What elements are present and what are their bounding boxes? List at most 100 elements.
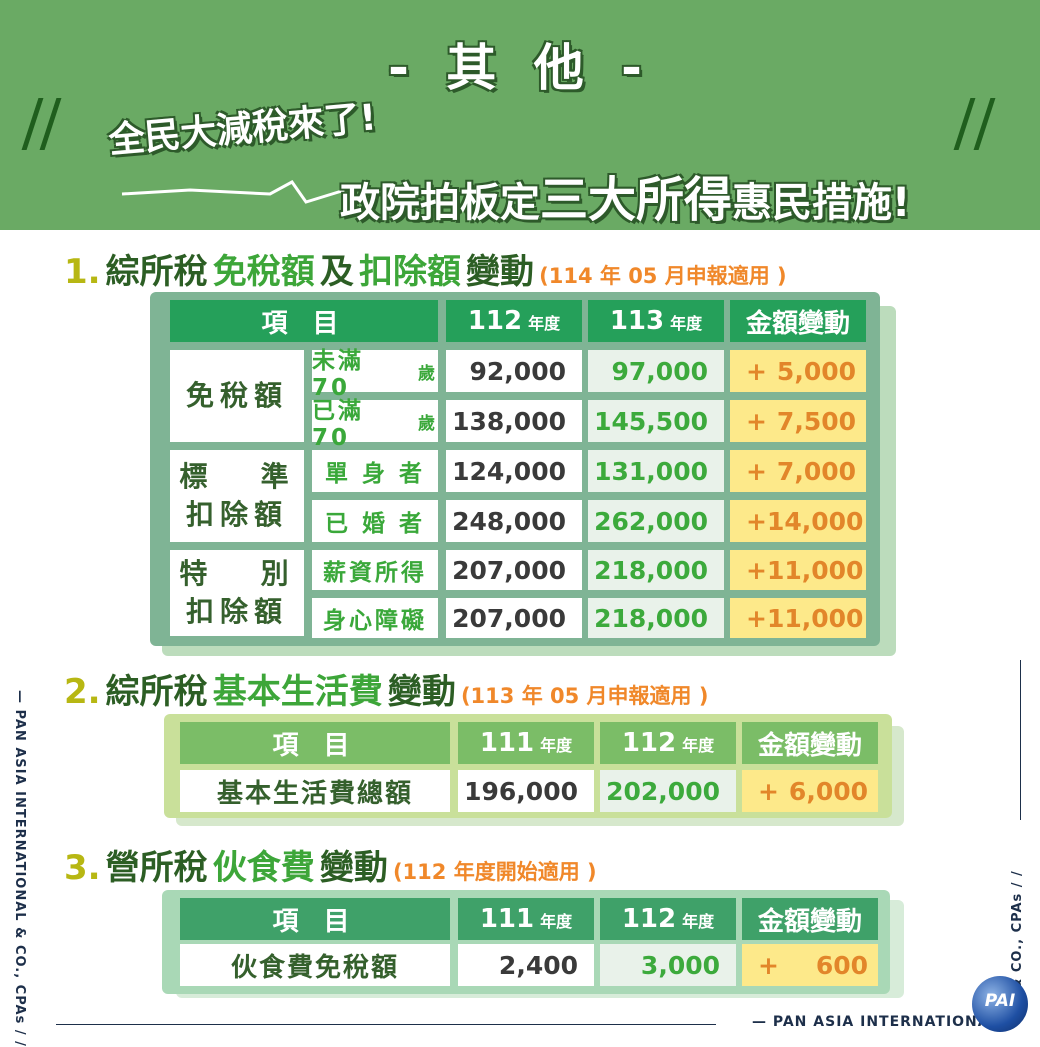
banner-subtitle-2c: 惠民措施! <box>732 180 911 226</box>
value-cell: 145,500 <box>588 400 724 442</box>
category-standard-deduction: 標 準扣除額 <box>170 450 304 542</box>
section1-heading: 1. 綜所稅 免稅額 及 扣除額 變動 (114 年 05 月申報適用 ) <box>64 244 787 293</box>
plus-sign: + <box>746 603 767 633</box>
plus-sign: + <box>746 356 767 386</box>
banner-subtitle-2b: 三大所得 <box>540 172 733 228</box>
section-heading-text: 營所稅 <box>105 848 208 888</box>
year-label: 112 <box>621 728 677 758</box>
value-cell: 202,000 <box>600 770 736 812</box>
change-value: 600 <box>815 950 868 980</box>
value-cell: 131,000 <box>588 450 724 492</box>
year-label: 112 <box>621 904 677 934</box>
section-note: (114 年 05 月申報適用 ) <box>539 264 787 288</box>
row-label: 基本生活費總額 <box>180 770 450 812</box>
category-line: 扣除額 <box>185 498 288 531</box>
value-cell: 207,000 <box>446 550 582 590</box>
row-label: 已 婚 者 <box>312 500 438 542</box>
footer-text: — PAN ASIA INTERNATIONAL <box>752 1014 1000 1030</box>
year-label: 111 <box>479 904 535 934</box>
company-logo: PAI <box>972 976 1028 1032</box>
change-cell: +11,000 <box>730 550 866 590</box>
value-cell: 92,000 <box>446 350 582 392</box>
footer-line <box>56 1024 716 1025</box>
header-item: 項 目 <box>170 300 438 342</box>
row-label: 伙食費免稅額 <box>180 944 450 986</box>
table3-panel: 項 目 111 年度 112 年度 金額變動 伙食費免稅額 2,400 3,000 … <box>162 890 890 994</box>
section-heading-text: 綜所稅 <box>105 672 208 712</box>
row-label: 已滿 70 歲 <box>312 398 438 451</box>
value-cell: 2,400 <box>458 944 594 986</box>
section-number: 2. <box>64 672 101 712</box>
row-label-unit: 歲 <box>418 363 438 384</box>
row-label-text: 未滿 70 <box>312 348 364 401</box>
header-change: 金額變動 <box>742 898 878 940</box>
year-unit: 年度 <box>682 736 715 755</box>
year-label: 111 <box>479 728 535 758</box>
section-number: 3. <box>64 848 101 888</box>
change-value: 7,500 <box>776 406 856 436</box>
change-value: 7,000 <box>776 456 856 486</box>
section2-heading: 2. 綜所稅 基本生活費 變動 (113 年 05 月申報適用 ) <box>64 664 708 713</box>
change-cell: +7,500 <box>730 400 866 442</box>
banner-subtitle-2: 政院拍板定三大所得惠民措施! <box>340 160 910 230</box>
header-year-2: 112 年度 <box>600 722 736 764</box>
logo-text: PAI <box>984 991 1016 1011</box>
change-cell: +600 <box>742 944 878 986</box>
side-text-right: & CO., CPAs / / <box>1010 870 1025 990</box>
plus-sign: + <box>746 456 767 486</box>
banner-title: - 其 他 - <box>388 39 652 97</box>
value-cell: 218,000 <box>588 550 724 590</box>
section-heading-text: 變動 <box>387 672 456 712</box>
row-label: 單 身 者 <box>312 450 438 492</box>
year-unit: 年度 <box>670 314 703 333</box>
change-cell: +7,000 <box>730 450 866 492</box>
change-cell: +11,000 <box>730 598 866 638</box>
year-label: 113 <box>609 306 665 336</box>
year-unit: 年度 <box>682 912 715 931</box>
table2-panel: 項 目 111 年度 112 年度 金額變動 基本生活費總額 196,000 202… <box>164 714 892 818</box>
change-value: 11,000 <box>766 603 864 633</box>
header-item: 項 目 <box>180 898 450 940</box>
category-line: 標 準 <box>179 460 295 493</box>
value-cell: 138,000 <box>446 400 582 442</box>
row-label: 身心障礙 <box>312 598 438 638</box>
category-line: 扣除額 <box>185 595 288 628</box>
change-cell: +14,000 <box>730 500 866 542</box>
year-unit: 年度 <box>540 736 573 755</box>
change-value: 14,000 <box>766 506 864 536</box>
section-heading-text: 綜所稅 <box>105 252 208 292</box>
section-heading-text: 及 <box>319 252 354 292</box>
change-value: 5,000 <box>776 356 856 386</box>
plus-sign: + <box>746 406 767 436</box>
year-unit: 年度 <box>540 912 573 931</box>
header-year-1: 111 年度 <box>458 722 594 764</box>
value-cell: 262,000 <box>588 500 724 542</box>
change-value: 6,000 <box>788 776 868 806</box>
header-item: 項 目 <box>180 722 450 764</box>
value-cell: 3,000 <box>600 944 736 986</box>
section-heading-highlight: 伙食費 <box>212 848 315 888</box>
row-label: 未滿 70 歲 <box>312 348 438 401</box>
header-change: 金額變動 <box>730 300 866 342</box>
header-year-2: 112 年度 <box>600 898 736 940</box>
zigzag-decoration <box>121 180 359 204</box>
section-heading-highlight: 扣除額 <box>358 252 461 292</box>
value-cell: 97,000 <box>588 350 724 392</box>
row-label-text: 已滿 70 <box>312 398 364 451</box>
year-label: 112 <box>467 306 523 336</box>
value-cell: 196,000 <box>458 770 594 812</box>
category-line: 特 別 <box>179 557 295 590</box>
value-cell: 248,000 <box>446 500 582 542</box>
section-number: 1. <box>64 252 101 292</box>
side-text-left: — PAN ASIA INTERNATIONAL & CO., CPAs / / <box>12 690 27 1047</box>
change-value: 11,000 <box>766 555 864 585</box>
table1-panel: 項 目 112 年度 113 年度 金額變動 免稅額 未滿 70 歲 92,000 … <box>150 292 880 646</box>
section-heading-highlight: 基本生活費 <box>212 672 383 712</box>
section3-heading: 3. 營所稅 伙食費 變動 (112 年度開始適用 ) <box>64 840 597 889</box>
change-cell: +6,000 <box>742 770 878 812</box>
plus-sign: + <box>746 506 767 536</box>
value-cell: 124,000 <box>446 450 582 492</box>
change-cell: +5,000 <box>730 350 866 392</box>
year-unit: 年度 <box>528 314 561 333</box>
header-year-2: 113 年度 <box>588 300 724 342</box>
